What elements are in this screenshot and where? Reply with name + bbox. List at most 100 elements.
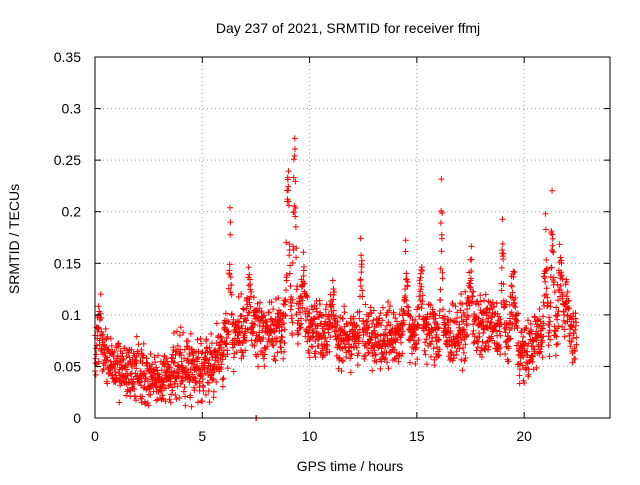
data-point: [402, 292, 409, 299]
data-point: [270, 306, 277, 313]
data-point: [155, 352, 162, 359]
data-point: [228, 310, 235, 317]
data-point: [175, 373, 182, 380]
data-point: [123, 366, 130, 373]
data-point: [235, 324, 242, 331]
data-point: [554, 281, 561, 288]
data-point: [140, 352, 147, 359]
data-point: [573, 341, 580, 348]
data-point: [305, 349, 312, 356]
data-point: [166, 396, 173, 403]
data-point: [188, 346, 195, 353]
data-point: [536, 305, 543, 312]
data-point: [178, 351, 185, 358]
data-point: [573, 334, 580, 341]
data-point: [166, 364, 173, 371]
data-point: [549, 235, 556, 242]
data-point: [391, 355, 398, 362]
data-point: [198, 340, 205, 347]
data-point: [552, 328, 559, 335]
data-point: [530, 338, 537, 345]
data-point: [359, 293, 366, 300]
data-point: [412, 316, 419, 323]
data-point: [188, 360, 195, 367]
data-point: [299, 297, 306, 304]
data-point: [277, 309, 284, 316]
data-point: [358, 269, 365, 276]
data-point: [206, 344, 213, 351]
data-point: [162, 385, 169, 392]
y-tick-label: 0.3: [62, 101, 82, 117]
data-point: [365, 313, 372, 320]
data-point: [434, 324, 441, 331]
data-point: [181, 346, 188, 353]
data-point: [414, 356, 421, 363]
data-point: [429, 334, 436, 341]
data-point: [500, 256, 507, 263]
data-point: [217, 344, 224, 351]
data-point: [468, 243, 475, 250]
data-point: [539, 339, 546, 346]
data-point: [298, 315, 304, 322]
data-point: [287, 262, 294, 269]
data-point: [291, 152, 298, 159]
data-point: [477, 307, 484, 314]
data-point: [136, 379, 143, 386]
data-point: [210, 375, 217, 382]
data-point: [382, 326, 389, 333]
data-point: [332, 312, 339, 319]
data-point: [399, 322, 406, 329]
data-point: [289, 319, 296, 326]
data-point: [203, 336, 210, 343]
data-point: [385, 307, 392, 314]
data-point: [404, 278, 411, 285]
data-point: [297, 300, 304, 307]
data-point: [286, 252, 293, 259]
data-point: [419, 292, 426, 299]
data-point: [366, 324, 373, 331]
data-point: [260, 334, 267, 341]
data-point: [438, 176, 445, 183]
data-point: [406, 312, 413, 319]
data-point: [297, 309, 304, 316]
data-point: [544, 294, 551, 301]
data-point: [289, 296, 296, 303]
data-point: [304, 293, 311, 300]
data-point: [227, 231, 234, 238]
plot-frame: [94, 56, 611, 419]
data-point: [488, 337, 495, 344]
data-point: [286, 270, 293, 277]
data-point: [378, 322, 385, 329]
data-point: [335, 365, 342, 372]
data-point: [553, 304, 560, 311]
data-point: [421, 347, 428, 354]
data-point: [294, 331, 301, 338]
data-point: [383, 311, 390, 318]
y-tick-label: 0.35: [54, 49, 81, 65]
data-point: [573, 319, 580, 326]
data-point: [296, 324, 303, 331]
data-point: [552, 352, 559, 359]
data-point: [358, 257, 365, 264]
y-tick-label: 0.2: [62, 204, 82, 220]
data-point: [108, 342, 115, 349]
data-point: [392, 315, 399, 322]
data-point: [180, 329, 187, 336]
data-point: [208, 331, 215, 338]
data-point: [509, 289, 516, 296]
data-point: [515, 339, 522, 346]
data-point: [353, 344, 360, 351]
data-point: [216, 364, 223, 371]
data-point: [364, 329, 371, 336]
data-point: [436, 336, 443, 343]
axes: [94, 56, 611, 419]
data-point: [266, 309, 273, 316]
data-point: [261, 351, 268, 358]
data-point: [502, 351, 509, 358]
data-point: [549, 242, 556, 249]
data-point: [304, 305, 311, 312]
data-point: [338, 326, 345, 333]
data-point: [454, 309, 461, 316]
data-point: [357, 283, 364, 290]
data-point: [467, 284, 474, 291]
